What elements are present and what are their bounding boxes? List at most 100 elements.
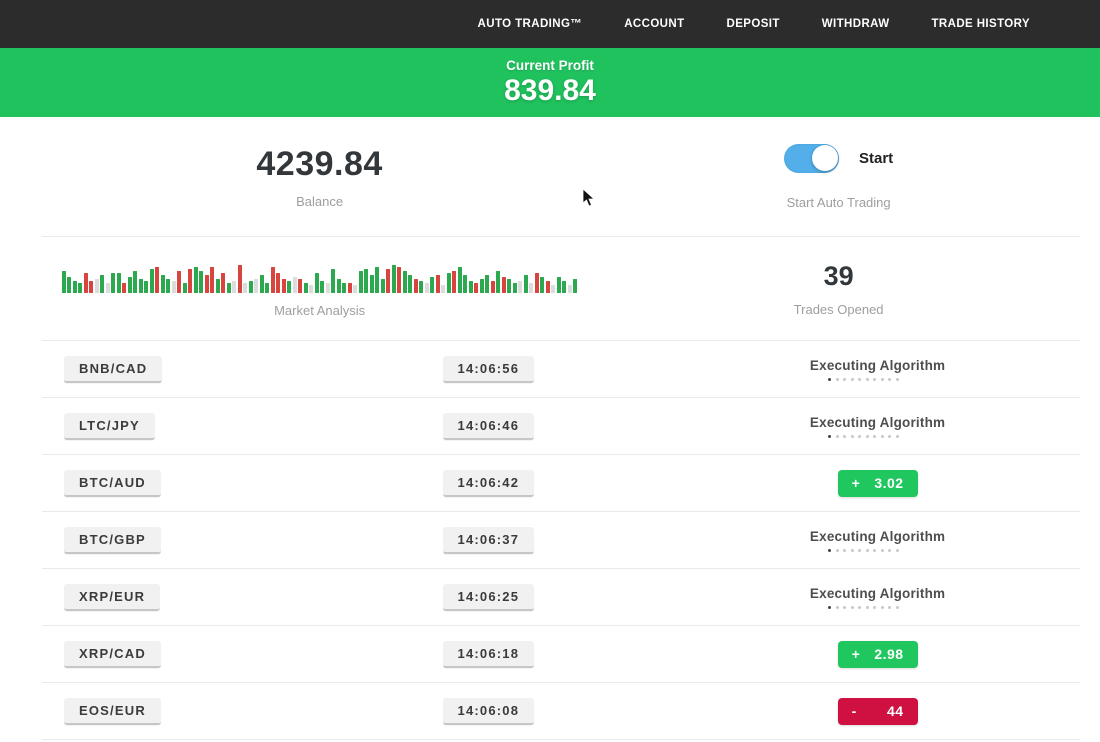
balance-label: Balance — [296, 193, 344, 209]
nav-item-deposit[interactable]: DEPOSIT — [726, 18, 780, 30]
chart-bar — [276, 273, 281, 293]
profit-badge: +3.02 — [837, 469, 918, 497]
loading-dots-icon — [828, 548, 899, 552]
dot — [888, 548, 892, 552]
chart-bar — [122, 283, 127, 293]
chart-bar — [369, 275, 374, 293]
chart-bar — [314, 273, 319, 293]
dot — [895, 434, 899, 438]
chart-bar — [144, 281, 149, 293]
dot — [858, 434, 862, 438]
chart-bar — [248, 281, 253, 293]
time-chip: 14:06:25 — [442, 583, 535, 611]
current-profit-label: Current Profit — [506, 57, 594, 73]
chart-bar — [210, 267, 215, 293]
chart-bar — [424, 283, 429, 293]
dot — [865, 377, 869, 381]
chart-bar — [199, 271, 204, 293]
trade-row: BTC/AUD 14:06:42 +3.02 — [42, 455, 1080, 512]
trades-opened-cell: 39 Trades Opened — [597, 237, 1080, 340]
dot — [850, 548, 854, 552]
chart-bar — [413, 279, 418, 293]
chart-bar — [573, 279, 578, 293]
dot — [880, 377, 884, 381]
chart-bar — [193, 267, 198, 293]
time-chip: 14:06:37 — [442, 526, 535, 554]
result-sign: + — [851, 475, 861, 491]
dot — [828, 434, 832, 438]
dot — [850, 377, 854, 381]
pair-chip: XRP/CAD — [64, 640, 161, 668]
market-analysis-cell: Market Analysis — [42, 237, 597, 340]
dot — [828, 377, 832, 381]
pair-chip: BTC/AUD — [64, 469, 161, 497]
profit-badge: +2.98 — [837, 640, 918, 668]
trade-list: BNB/CAD 14:06:56 Executing Algorithm LTC… — [42, 341, 1080, 740]
pair-chip: XRP/EUR — [64, 583, 161, 611]
loading-dots-icon — [828, 434, 899, 438]
chart-bar — [166, 279, 171, 293]
pair-chip: LTC/JPY — [64, 412, 155, 440]
chart-bar — [529, 283, 534, 293]
chart-bar — [105, 283, 110, 293]
chart-bar — [265, 283, 270, 293]
chart-bar — [347, 283, 352, 293]
nav-item-account[interactable]: ACCOUNT — [624, 18, 685, 30]
chart-bar — [127, 277, 132, 293]
auto-trading-toggle[interactable] — [784, 143, 839, 173]
trade-status: +3.02 — [675, 469, 1080, 497]
dot — [850, 605, 854, 609]
chart-bar — [281, 279, 286, 293]
nav-item-auto-trading[interactable]: AUTO TRADING™ — [477, 18, 583, 30]
balance-cell: 4239.84 Balance — [42, 117, 597, 236]
chart-bar — [452, 271, 457, 293]
chart-bar — [100, 275, 105, 293]
dot — [843, 605, 847, 609]
chart-bar — [545, 281, 550, 293]
chart-bar — [534, 273, 539, 293]
chart-bar — [391, 265, 396, 293]
balance-row: 4239.84 Balance Start Start Auto Trading — [42, 117, 1080, 237]
chart-bar — [507, 279, 512, 293]
nav-item-withdraw[interactable]: WITHDRAW — [821, 18, 890, 30]
nav-item-trade-history[interactable]: TRADE HISTORY — [931, 18, 1030, 30]
main-content: 4239.84 Balance Start Start Auto Trading… — [42, 117, 1080, 740]
chart-bar — [67, 277, 72, 293]
chart-bar — [430, 277, 435, 293]
balance-value: 4239.84 — [256, 144, 383, 183]
chart-bar — [111, 273, 116, 293]
chart-bar — [133, 271, 138, 293]
dot — [888, 434, 892, 438]
dot — [835, 548, 839, 552]
chart-bar — [556, 277, 561, 293]
chart-bar — [292, 277, 297, 293]
chart-bar — [232, 281, 237, 293]
time-chip: 14:06:42 — [442, 469, 535, 497]
chart-bar — [94, 279, 99, 293]
toggle-state-label: Start — [859, 149, 894, 167]
chart-bar — [138, 279, 143, 293]
dot — [880, 434, 884, 438]
chart-bar — [320, 281, 325, 293]
dot — [858, 605, 862, 609]
chart-bar — [397, 267, 402, 293]
time-chip: 14:06:46 — [442, 412, 535, 440]
dot — [828, 548, 832, 552]
chart-bar — [89, 281, 94, 293]
time-chip: 14:06:08 — [442, 697, 535, 725]
chart-bar — [331, 269, 336, 293]
chart-bar — [221, 273, 226, 293]
result-amount: 44 — [887, 703, 904, 719]
chart-bar — [204, 275, 209, 293]
chart-bar — [149, 269, 154, 293]
chart-bar — [512, 283, 517, 293]
chart-bar — [309, 285, 314, 293]
dot — [873, 377, 877, 381]
trade-row: LTC/JPY 14:06:46 Executing Algorithm — [42, 398, 1080, 455]
trade-status: - 44 — [675, 697, 1080, 725]
chart-bar — [518, 281, 523, 293]
pair-chip: BTC/GBP — [64, 526, 161, 554]
trade-row: BTC/GBP 14:06:37 Executing Algorithm — [42, 512, 1080, 569]
dot — [888, 377, 892, 381]
trade-row: BNB/CAD 14:06:56 Executing Algorithm — [42, 341, 1080, 398]
